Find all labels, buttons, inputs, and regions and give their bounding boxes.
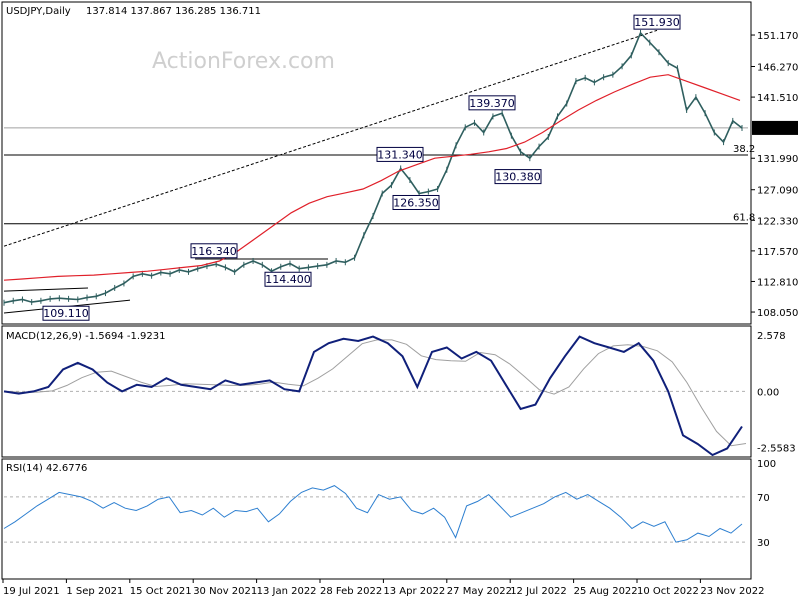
x-tick-label: 30 Nov 2021 (193, 586, 257, 597)
price-callout-box (494, 169, 542, 185)
macd-tick-label: 0.00 (757, 387, 779, 398)
x-tick-label: 13 Apr 2022 (383, 586, 445, 597)
price-tick-label: 108.050 (757, 308, 798, 319)
x-tick-label: 19 Jul 2021 (3, 586, 60, 597)
axis-layer: 151.170 146.270 141.510 131.990 127.090 122.3… (2, 31, 798, 597)
price-callout-label: 126.350 (393, 196, 439, 209)
macd-tick-label: -2.5583 (757, 444, 796, 455)
current-price-label: 136.711 (756, 124, 797, 135)
x-tick-label: 1 Sep 2021 (66, 586, 123, 597)
fib-label: 61.8 (733, 213, 755, 224)
price-callout-box (468, 95, 516, 111)
rsi-tick-label: 100 (757, 459, 776, 470)
price-tick-label: 117.570 (757, 247, 798, 258)
price-callout-box (42, 305, 90, 321)
price-callout-box (633, 14, 681, 30)
macd-tick-label: 2.578 (757, 331, 786, 342)
price-header-symbol: USDJPY,Daily (6, 6, 71, 17)
price-callout-label: 139.370 (469, 97, 515, 110)
price-callout-box (264, 271, 312, 287)
x-tick-label: 12 Jul 2022 (510, 586, 567, 597)
current-price-box (752, 120, 798, 135)
rsi-panel (1, 458, 752, 580)
price-callout-label: 114.400 (265, 273, 311, 286)
macd-signal-line (7, 339, 747, 447)
x-tick-label: 28 Feb 2022 (320, 586, 382, 597)
price-callout-box (392, 194, 440, 210)
price-callout-box (190, 243, 238, 259)
price-callout-label: 151.930 (634, 16, 680, 29)
watermark: ActionForex.com (152, 49, 335, 74)
price-callout-label: 109.110 (43, 307, 89, 320)
price-panel (1, 1, 752, 325)
moving-average-line (3, 74, 741, 281)
rsi-tick-label: 70 (757, 493, 770, 504)
price-layer: 38.2 61.8 151.930 139.370 131.340 130.380 126.… (3, 14, 755, 321)
macd-header: MACD(12,26,9) -1.5694 -1.9231 (6, 331, 166, 342)
x-tick-label: 25 Aug 2022 (574, 586, 638, 597)
rsi-header: RSI(14) 42.6776 (6, 463, 87, 474)
price-header-ohlc: 137.814 137.867 136.285 136.711 (86, 6, 261, 17)
x-tick-label: 13 Jan 2022 (257, 586, 317, 597)
price-tick-label: 131.990 (757, 154, 798, 165)
x-tick-label: 10 Oct 2022 (637, 586, 699, 597)
macd-layer (3, 335, 748, 457)
price-tick-label: 151.170 (757, 31, 798, 42)
price-callout-box (376, 146, 424, 162)
rsi-tick-label: 30 (757, 538, 770, 549)
macd-line (3, 335, 743, 457)
rsi-layer (3, 485, 748, 543)
price-tick-label: 112.810 (757, 277, 798, 288)
fib-label: 38.2 (733, 144, 755, 155)
price-tick-label: 122.330 (757, 216, 798, 227)
price-tick-label: 146.270 (757, 63, 798, 74)
price-tick-label: 141.510 (757, 93, 798, 104)
rsi-line (3, 485, 743, 543)
price-callout-label: 130.380 (495, 171, 541, 184)
channel-top-line (3, 287, 89, 292)
x-tick-label: 15 Oct 2021 (130, 586, 192, 597)
price-callout-label: 131.340 (377, 148, 423, 161)
price-callout-label: 116.340 (191, 245, 237, 258)
x-tick-label: 23 Nov 2022 (700, 586, 764, 597)
x-tick-label: 27 May 2022 (447, 586, 512, 597)
price-tick-label: 127.090 (757, 186, 798, 197)
